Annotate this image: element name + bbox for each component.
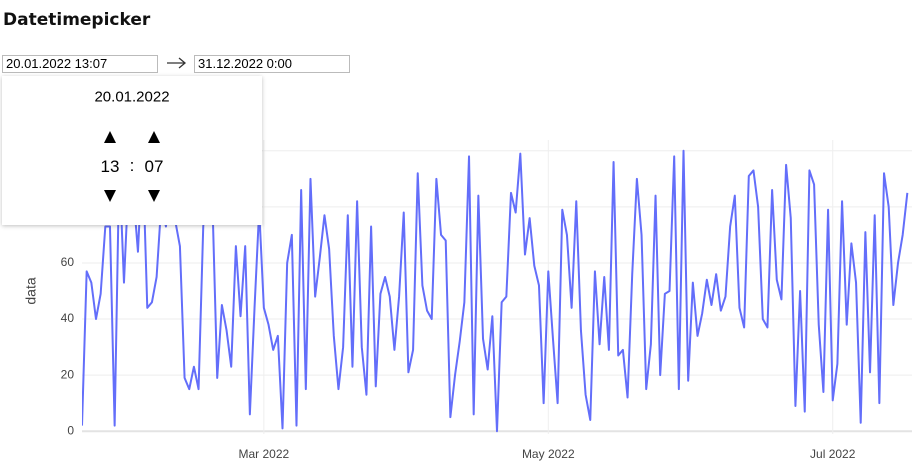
hour-up[interactable]: [104, 131, 116, 143]
hour-down[interactable]: [104, 190, 116, 202]
y-tick-label: 0: [67, 423, 74, 437]
data-line: [82, 149, 909, 433]
datetime-popup: 20.01.2022 13 : 07: [2, 76, 262, 225]
end-input[interactable]: 31.12.2022 0:00: [194, 55, 350, 73]
minute-up[interactable]: [148, 131, 160, 143]
x-tick-label: Jul 2022: [810, 447, 856, 461]
picker-separator: :: [129, 156, 135, 175]
start-input[interactable]: 20.01.2022 13:07: [2, 55, 158, 73]
x-tick-label: May 2022: [522, 447, 575, 461]
page-title: Datetimepicker: [3, 10, 151, 30]
picker-date[interactable]: 20.01.2022: [94, 88, 170, 106]
picker-hour[interactable]: 13: [100, 157, 120, 176]
picker-arrows: [104, 131, 160, 202]
y-axis-label: data: [23, 277, 39, 304]
y-tick-label: 40: [61, 311, 75, 325]
picker-minute[interactable]: 07: [144, 157, 164, 176]
y-tick-label: 20: [61, 367, 75, 381]
minute-down[interactable]: [148, 190, 160, 202]
x-tick-label: Mar 2022: [239, 447, 290, 461]
y-tick-label: 60: [61, 255, 75, 269]
range-arrow-head: [178, 57, 187, 69]
